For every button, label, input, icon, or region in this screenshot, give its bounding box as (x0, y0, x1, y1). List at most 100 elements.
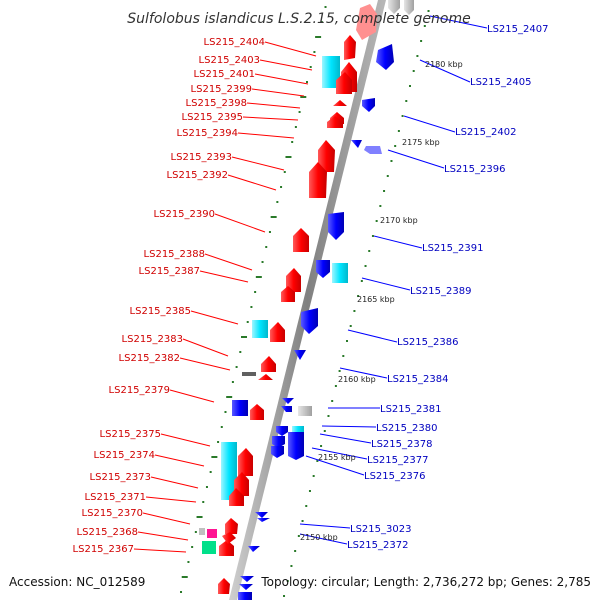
gene-label-ls215-2398[interactable]: LS215_2398 (186, 98, 247, 109)
feature-ls215-2379[interactable] (250, 404, 264, 420)
feature-ls215-2370[interactable] (225, 518, 238, 534)
feature-bottom-blue-c[interactable] (238, 592, 252, 600)
gene-label-ls215-2382[interactable]: LS215_2382 (119, 353, 180, 364)
feature-ls215-2396[interactable] (364, 146, 382, 154)
feature-ls215-2367-b[interactable] (222, 532, 236, 544)
gene-label-ls215-2383[interactable]: LS215_2383 (122, 334, 183, 345)
feature-ls215-2382[interactable] (242, 372, 256, 376)
feature-ls215-2404[interactable] (344, 35, 356, 60)
feature-ls215-2381[interactable] (298, 406, 312, 416)
feature-ls215-2391[interactable] (328, 212, 344, 240)
feature-ls215-2385[interactable] (252, 320, 268, 338)
gene-label-ls215-2403[interactable]: LS215_2403 (199, 55, 260, 66)
gene-label-ls215-2394[interactable]: LS215_2394 (177, 128, 238, 139)
feature-ls215-2405[interactable] (376, 44, 394, 70)
feature-ls215-2377-cyan[interactable] (292, 426, 304, 432)
feature-ls215-2377[interactable] (288, 432, 304, 460)
gene-label-ls215-2407[interactable]: LS215_2407 (487, 24, 548, 35)
gene-label-ls215-2373[interactable]: LS215_2373 (90, 472, 151, 483)
feature-ls215-2378[interactable] (272, 436, 285, 448)
gene-label-ls215-2378[interactable]: LS215_2378 (371, 439, 432, 450)
feature-ls215-2370-b[interactable] (207, 529, 217, 538)
feature-ls215-2393[interactable] (318, 140, 335, 172)
feature-ls215-2389[interactable] (332, 263, 348, 283)
gene-label-ls215-2402[interactable]: LS215_2402 (455, 127, 516, 138)
gene-label-ls215-2396[interactable]: LS215_2396 (444, 164, 505, 175)
feature-ls215-2407-a[interactable] (388, 0, 400, 14)
feature-ls215-2374[interactable] (238, 448, 253, 476)
gene-label-ls215-2381[interactable]: LS215_2381 (380, 404, 441, 415)
feature-ls215-2384[interactable] (294, 350, 306, 360)
gene-label-ls215-2399[interactable]: LS215_2399 (191, 84, 252, 95)
gene-label-ls215-2384[interactable]: LS215_2384 (387, 374, 448, 385)
feature-ls215-2380[interactable] (276, 426, 288, 436)
feature-ls215-2392[interactable] (309, 162, 327, 198)
gene-label-ls215-2389[interactable]: LS215_2389 (410, 286, 471, 297)
track-dot-right (390, 160, 393, 162)
gene-label-ls215-2371[interactable]: LS215_2371 (85, 492, 146, 503)
gene-label-ls215-2388[interactable]: LS215_2388 (144, 249, 205, 260)
feature-ls215-2394[interactable] (327, 116, 343, 128)
gene-label-ls215-2390[interactable]: LS215_2390 (154, 209, 215, 220)
scale-label-2155: 2155 kbp (318, 453, 356, 462)
gene-label-ls215-2372[interactable]: LS215_2372 (347, 540, 408, 551)
gene-label-ls215-2393[interactable]: LS215_2393 (171, 152, 232, 163)
gene-label-ls215-2374[interactable]: LS215_2374 (94, 450, 155, 461)
gene-label-ls215-2380[interactable]: LS215_2380 (376, 423, 437, 434)
feature-ls215-2403[interactable] (322, 56, 340, 88)
feature-ls215-2386[interactable] (301, 308, 318, 334)
gene-label-ls215-2391[interactable]: LS215_2391 (422, 243, 483, 254)
gene-label-ls215-2386[interactable]: LS215_2386 (397, 337, 458, 348)
feature-ls215-3023-a[interactable] (255, 512, 268, 518)
feature-ls215-2383[interactable] (261, 356, 276, 372)
gene-label-ls215-2375[interactable]: LS215_2375 (100, 429, 161, 440)
gene-label-ls215-2395[interactable]: LS215_2395 (182, 112, 243, 123)
feature-bottom-red[interactable] (218, 578, 230, 594)
track-dot-left (270, 216, 277, 218)
gene-label-ls215-2404[interactable]: LS215_2404 (204, 37, 265, 48)
feature-ls215-2402[interactable] (362, 98, 375, 112)
gene-label-ls215-2385[interactable]: LS215_2385 (130, 306, 191, 317)
feature-ls215-2381-blue[interactable] (232, 400, 248, 416)
gene-label-ls215-2377[interactable]: LS215_2377 (367, 455, 428, 466)
gene-label-ls215-2368[interactable]: LS215_2368 (77, 527, 138, 538)
feature-ls215-2402-b[interactable] (351, 140, 362, 148)
feature-ls215-2368[interactable] (202, 541, 216, 554)
gene-label-ls215-3023[interactable]: LS215_3023 (350, 524, 411, 535)
scale-label-2160: 2160 kbp (338, 375, 376, 384)
feature-ls215-2383-b[interactable] (258, 374, 273, 380)
feature-ls215-2398[interactable] (333, 100, 347, 106)
feature-ls215-2407-b[interactable] (404, 0, 414, 15)
feature-bottom-blue-b[interactable] (239, 584, 253, 590)
track-dot-right (397, 130, 400, 132)
feature-ls215-3023[interactable] (257, 518, 270, 522)
feature-ls215-2389-blue[interactable] (316, 260, 330, 278)
scale-label-2180: 2180 kbp (425, 60, 463, 69)
gene-label-ls215-2387[interactable]: LS215_2387 (139, 266, 200, 277)
feature-ls215-2367[interactable] (219, 540, 234, 556)
feature-ls215-2388[interactable] (286, 268, 301, 292)
feature-ls215-2387[interactable] (281, 286, 295, 302)
track-dot-right (394, 145, 397, 147)
feature-ls215-2385-b[interactable] (270, 322, 285, 342)
feature-ls215-2381-a[interactable] (282, 398, 294, 404)
feature-ls215-2376[interactable] (271, 446, 284, 458)
gene-label-ls215-2379[interactable]: LS215_2379 (109, 385, 170, 396)
feature-ls215-2381-b[interactable] (281, 406, 292, 412)
feature-ls215-2372[interactable] (248, 546, 260, 552)
gene-label-ls215-2392[interactable]: LS215_2392 (167, 170, 228, 181)
leader-line (347, 329, 398, 343)
feature-ls215-2375[interactable] (221, 442, 237, 500)
gene-label-ls215-2401[interactable]: LS215_2401 (194, 69, 255, 80)
track-dot-left (220, 426, 223, 428)
gene-label-ls215-2405[interactable]: LS215_2405 (470, 77, 531, 88)
feature-bottom-blue-a[interactable] (240, 576, 254, 582)
gene-label-ls215-2370[interactable]: LS215_2370 (82, 508, 143, 519)
feature-ls215-2370-grey[interactable] (199, 528, 205, 535)
feature-ls215-2371[interactable] (229, 488, 244, 506)
gene-label-ls215-2376[interactable]: LS215_2376 (364, 471, 425, 482)
feature-ls215-2399[interactable] (336, 72, 352, 94)
gene-label-ls215-2367[interactable]: LS215_2367 (73, 544, 134, 555)
feature-ls215-2390[interactable] (293, 228, 309, 252)
feature-top-red[interactable] (356, 4, 377, 40)
